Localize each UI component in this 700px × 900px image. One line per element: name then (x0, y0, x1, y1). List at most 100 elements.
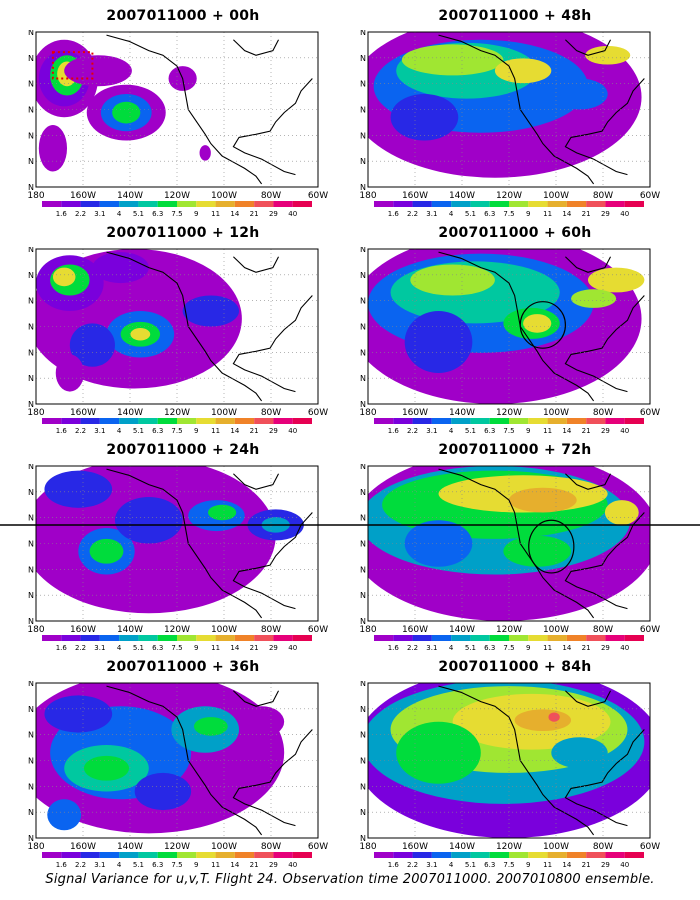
highlight-circle (528, 519, 575, 574)
lat-tick-label: 30N (360, 131, 366, 140)
colorbar-label: 3.1 (94, 861, 105, 869)
colorbar-label: 6.3 (484, 861, 495, 869)
colorbar-label: 29 (601, 644, 610, 652)
colorbar-swatch (61, 201, 81, 207)
colorbar-label: 3.1 (426, 644, 437, 652)
variance-contour (208, 504, 237, 521)
coastline (106, 468, 263, 619)
variance-contour (404, 311, 473, 373)
lat-tick-label: 20N (360, 591, 366, 600)
colorbar-label: 29 (269, 210, 278, 218)
lat-tick-label: 50N (360, 514, 366, 523)
variance-contour (64, 55, 132, 87)
colorbar-label: 29 (269, 861, 278, 869)
lon-tick-label: 60W (640, 408, 660, 418)
colorbar-label: 4 (449, 861, 454, 869)
colorbar-label: 3.1 (426, 427, 437, 435)
coastline (106, 685, 263, 836)
lon-tick-label: 160W (402, 408, 428, 418)
variance-contour (38, 125, 68, 172)
lat-tick-label: 50N (28, 731, 34, 740)
variance-contour (587, 267, 645, 293)
lat-tick-label: 60N (28, 488, 34, 497)
colorbar-swatch (624, 418, 644, 424)
colorbar-swatch (566, 852, 587, 858)
panel-title: 2007011000 + 84h (438, 659, 592, 675)
colorbar-swatch (451, 418, 471, 424)
lat-tick-label: 20N (360, 808, 366, 817)
variance-contour (130, 328, 151, 341)
colorbar-label: 6.3 (152, 861, 163, 869)
lon-tick-label: 160W (70, 408, 96, 418)
lat-tick-label: 30N (28, 348, 34, 357)
colorbar-swatch (451, 635, 471, 641)
coastline (438, 34, 595, 185)
colorbar-label: 6.3 (152, 427, 163, 435)
colorbar-swatch (470, 852, 490, 858)
colorbar-swatch (547, 635, 567, 641)
colorbar-swatch (99, 201, 120, 207)
colorbar-label: 4 (117, 427, 122, 435)
colorbar-label: 9 (194, 210, 198, 218)
colorbar-label: 21 (250, 644, 259, 652)
colorbar-swatch (80, 852, 100, 858)
lat-tick-label: 60N (28, 271, 34, 280)
colorbar-label: 40 (288, 427, 297, 435)
colorbar-swatch (374, 635, 394, 641)
figure-caption: Signal Variance for u,v,T. Flight 24. Ob… (45, 872, 655, 887)
lon-tick-label: 80W (593, 408, 613, 418)
colorbar-label: 21 (250, 861, 259, 869)
colorbar-swatch (273, 852, 293, 858)
colorbar-label: 5.1 (465, 210, 476, 218)
variance-contour (548, 712, 560, 722)
lat-tick-label: 50N (360, 80, 366, 89)
colorbar-label: 5.1 (133, 210, 144, 218)
variance-contour (193, 717, 228, 736)
map-frame (35, 465, 319, 622)
panel-title: 2007011000 + 72h (438, 442, 592, 458)
lon-tick-label: 60W (308, 625, 328, 635)
map-panel-12h: 2007011000 + 12h 70N 60N 50N 40N 30N 20N 10N18… (28, 225, 338, 440)
lon-tick-label: 60W (640, 842, 660, 852)
map-svg: 70N 60N 50N 40N 30N 20N 10N180 160W 140W 120W 100W… (28, 247, 328, 435)
colorbar-swatch (61, 418, 81, 424)
lon-tick-label: 160W (402, 625, 428, 635)
colorbar-swatch (138, 852, 158, 858)
colorbar-label: 4 (449, 427, 454, 435)
colorbar-label: 29 (269, 427, 278, 435)
variance-map: 70N 60N 50N 40N 30N 20N 10N180 160W 140W 120W 100W… (360, 681, 670, 869)
lat-tick-label: 20N (28, 808, 34, 817)
coastline (233, 256, 280, 273)
map-svg: 70N 60N 50N 40N 30N 20N 10N180 160W 140W 120W 100W… (360, 247, 660, 435)
colorbar-swatch (489, 201, 509, 207)
lon-tick-label: 60W (308, 842, 328, 852)
colorbar-label: 1.6 (388, 210, 400, 218)
colorbar-swatch (605, 418, 625, 424)
lon-tick-label: 80W (593, 842, 613, 852)
lon-tick-label: 180 (360, 191, 377, 201)
lon-tick-label: 180 (28, 408, 45, 418)
colorbar-label: 7.5 (503, 427, 514, 435)
colorbar-swatch (605, 852, 625, 858)
lon-tick-label: 140W (117, 625, 143, 635)
map-svg: 70N 60N 50N 40N 30N 20N 10N180 160W 140W 120W 100W… (28, 681, 328, 869)
variance-contour (44, 470, 113, 508)
lon-tick-label: 120W (496, 842, 522, 852)
colorbar-label: 2.2 (407, 210, 418, 218)
colorbar-label: 5.1 (133, 861, 144, 869)
colorbar-swatch (234, 418, 255, 424)
lon-tick-label: 100W (543, 408, 569, 418)
coastline (565, 256, 612, 273)
lat-tick-label: 10N (28, 617, 34, 626)
lon-tick-label: 140W (449, 625, 475, 635)
colorbar-swatch (80, 201, 100, 207)
colorbar-label: 1.6 (56, 861, 68, 869)
map-svg: 70N 60N 50N 40N 30N 20N 10N180 160W 140W 120W 100W… (360, 681, 660, 869)
colorbar-swatch (99, 635, 120, 641)
colorbar-swatch (489, 635, 509, 641)
colorbar-label: 9 (526, 644, 530, 652)
coastline (438, 251, 595, 402)
lon-tick-label: 140W (117, 191, 143, 201)
colorbar-label: 40 (620, 210, 629, 218)
colorbar-label: 14 (230, 427, 239, 435)
